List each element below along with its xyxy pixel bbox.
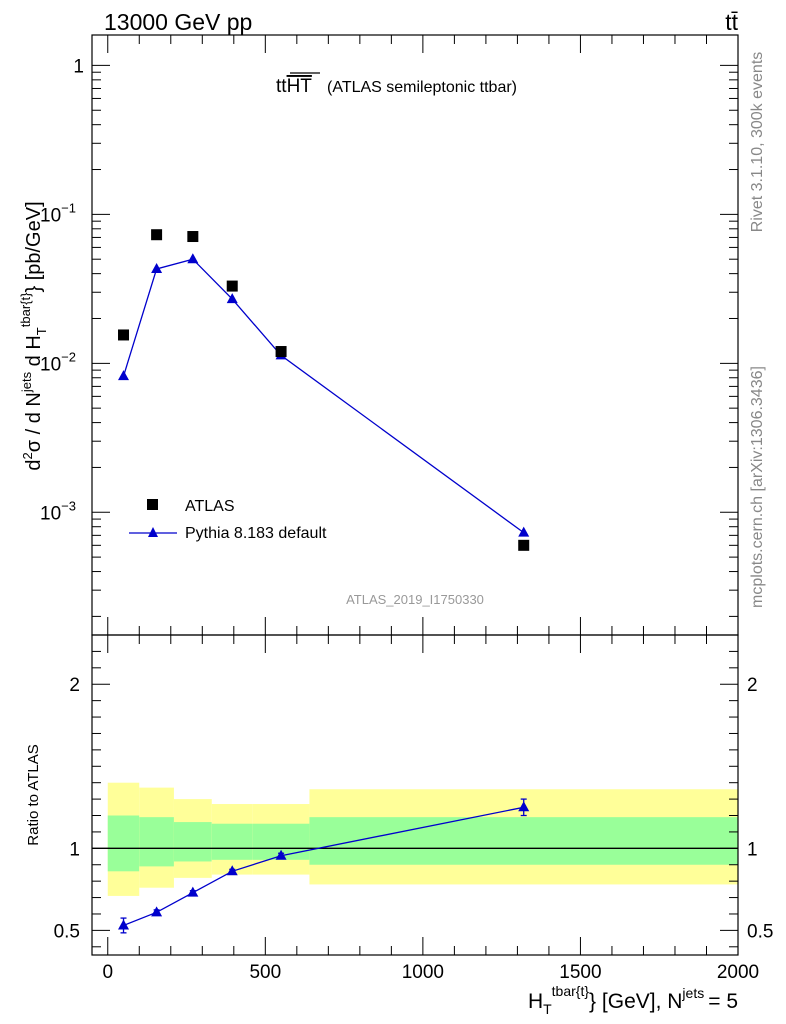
mcplots-label: mcplots.cern.ch [arXiv:1306.3436] (749, 366, 766, 608)
xlabel-main: H (528, 990, 543, 1013)
main-y-tick-labels: 110−110−210−3 (40, 56, 84, 524)
ratio-point (151, 906, 163, 917)
green-band (211, 823, 253, 860)
xlabel-njets-sup: jets (681, 985, 704, 1001)
ratio-line (123, 806, 524, 927)
ratio-point (118, 919, 130, 930)
y-tick-label-base: 10 (40, 354, 61, 375)
y-tick-label-exp: −3 (61, 498, 76, 513)
pythia-point (187, 253, 199, 264)
ylabel-sigma: σ / d N (23, 392, 45, 452)
ratio-point (226, 865, 238, 876)
energy-label: 13000 GeV pp (104, 9, 252, 35)
y-tick-label-exp: −2 (61, 349, 76, 364)
rivet-label: Rivet 3.1.10, 300k events (749, 52, 766, 233)
y-tick-label: 10−3 (40, 498, 76, 524)
y-tick-label-exp: −1 (61, 200, 76, 215)
chart-title: ttHT (276, 76, 312, 97)
main-y-label: d2σ / d Njets d HTtbar{t}} [pb/GeV] (18, 201, 49, 470)
ratio-axis-ticks (92, 634, 739, 955)
legend: ATLAS Pythia 8.183 default (129, 498, 327, 542)
atlas-point (187, 231, 199, 243)
legend-label-pythia: Pythia 8.183 default (185, 525, 327, 542)
ylabel-prefix: d (23, 460, 45, 471)
title-main: tt (276, 76, 287, 97)
main-frame (91, 34, 739, 636)
legend-marker-atlas (147, 499, 158, 510)
ratio-bands (92, 782, 738, 896)
pythia-point (518, 526, 530, 537)
pythia-series (118, 253, 530, 537)
xlabel-sup: tbar{t} (552, 983, 590, 999)
y-tick-label-base: 10 (40, 205, 61, 226)
xlabel-sub: T (543, 1001, 552, 1017)
atlas-series (118, 229, 530, 551)
xlabel-rest: } [GeV], N (589, 990, 682, 1013)
x-tick-label: 0 (102, 962, 113, 983)
ratio-y-tick-label-left: 0.5 (54, 921, 80, 942)
x-tick-labels: 0 500 1000 1500 2000 (102, 962, 759, 983)
ratio-y-tick-label-left: 2 (69, 675, 80, 696)
atlas-point (226, 280, 238, 292)
ratio-panel: 0.5 0.5 1 1 2 2 0 500 1000 1500 2000 (54, 634, 774, 983)
x-tick-label: 500 (249, 962, 281, 983)
ratio-y-label: Ratio to ATLAS (25, 744, 42, 845)
ratio-point (518, 801, 530, 812)
y-tick-label-base: 10 (40, 503, 61, 524)
ratio-y-tick-label-right: 1 (747, 839, 758, 860)
ratio-y-tick-label-left: 1 (69, 839, 80, 860)
ylabel-suffix: } [pb/GeV] (23, 201, 45, 292)
process-label: tt̄ (725, 9, 738, 35)
legend-label-atlas: ATLAS (185, 498, 235, 515)
y-tick-label-base: 1 (73, 56, 84, 77)
xlabel-njets-value: = 5 (708, 990, 738, 1013)
atlas-point (118, 329, 130, 341)
ratio-y-tick-label-right: 0.5 (747, 921, 773, 942)
green-band (173, 822, 212, 862)
title-sub: (ATLAS semileptonic ttbar) (327, 79, 517, 96)
ratio-frame (91, 634, 739, 956)
y-tick-label: 10−1 (40, 200, 76, 226)
green-band (107, 815, 140, 872)
ylabel-sup2: 2 (20, 452, 35, 459)
green-band (139, 817, 174, 867)
x-tick-label: 1000 (402, 962, 444, 983)
y-tick-label: 10−2 (40, 349, 76, 375)
ratio-point (275, 849, 287, 860)
x-tick-label: 2000 (717, 962, 759, 983)
pythia-point (226, 293, 238, 304)
x-tick-label: 1500 (559, 962, 601, 983)
atlas-point (275, 346, 287, 358)
ylabel-jets-sup: jets (19, 371, 34, 393)
ratio-y-tick-label-right: 2 (747, 675, 758, 696)
green-band (309, 817, 738, 865)
ratio-point (187, 886, 199, 897)
ylabel-tbar-sup: tbar{t} (18, 292, 33, 327)
ylabel-mid: d H (23, 335, 45, 372)
analysis-id: ATLAS_2019_I1750330 (346, 592, 484, 607)
legend-marker-pythia (148, 527, 158, 537)
pythia-point (118, 370, 130, 381)
main-panel: 110−110−210−3 (40, 34, 739, 636)
x-axis-label: HTtbar{t}} [GeV], Njets = 5 (528, 983, 738, 1017)
pythia-line (122, 258, 525, 534)
main-axis-ticks (92, 35, 739, 635)
pythia-point (151, 262, 163, 273)
title-overline: HT (287, 76, 313, 97)
atlas-point (518, 539, 530, 551)
ylabel-t-sub: T (34, 327, 49, 335)
atlas-point (151, 229, 163, 241)
y-tick-label: 1 (73, 56, 84, 77)
ratio-series (118, 798, 530, 934)
ratio-y-tick-labels: 0.5 0.5 1 1 2 2 (54, 675, 774, 942)
